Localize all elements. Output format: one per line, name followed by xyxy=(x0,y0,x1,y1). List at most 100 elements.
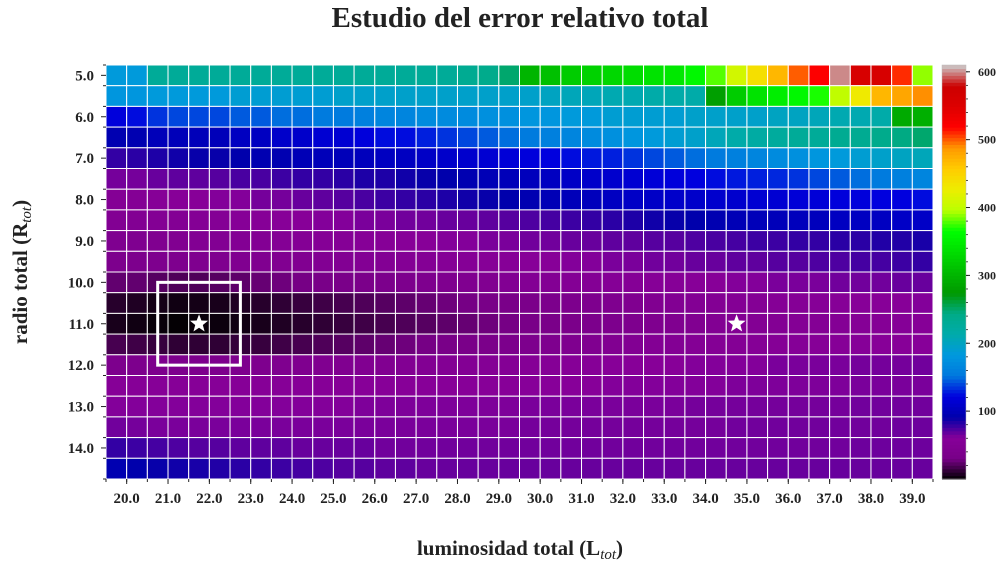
heatmap-cell xyxy=(167,292,190,314)
heatmap-cell xyxy=(498,416,521,439)
heatmap-cell xyxy=(539,271,562,294)
heatmap-cell xyxy=(891,457,913,480)
colorbar-segment xyxy=(942,78,966,83)
heatmap-cell xyxy=(560,333,583,356)
heatmap-cell xyxy=(126,105,148,128)
heatmap-cell xyxy=(312,105,334,128)
colorbar-segment xyxy=(942,234,966,239)
heatmap-cell xyxy=(829,250,851,273)
heatmap-cell xyxy=(684,209,707,232)
heatmap-cell xyxy=(539,437,562,459)
heatmap-cell xyxy=(146,457,169,480)
heatmap-cell xyxy=(353,188,376,211)
heatmap-cell xyxy=(787,105,810,128)
x-tick-label: 29.0 xyxy=(486,491,512,507)
heatmap-cell xyxy=(829,147,851,170)
heatmap-cell xyxy=(767,126,789,149)
heatmap-cell xyxy=(519,147,541,170)
heatmap-cell xyxy=(911,126,934,149)
heatmap-cell xyxy=(188,457,210,480)
heatmap-cell xyxy=(456,168,479,190)
heatmap-cell xyxy=(643,292,665,314)
heatmap-cell xyxy=(870,292,893,314)
colorbar-segment xyxy=(942,413,966,418)
heatmap-cell xyxy=(891,188,913,211)
heatmap-cell xyxy=(394,292,417,314)
colorbar-segment xyxy=(942,399,966,404)
heatmap-cell xyxy=(456,271,479,294)
colorbar-segment xyxy=(942,182,966,187)
heatmap-cell xyxy=(250,437,272,459)
heatmap-cell xyxy=(705,437,727,459)
heatmap-cell xyxy=(787,168,810,190)
heatmap-cell xyxy=(849,437,872,459)
heatmap-cell xyxy=(829,271,851,294)
heatmap-cell xyxy=(394,126,417,149)
heatmap-cell xyxy=(146,105,169,128)
heatmap-cell xyxy=(477,333,500,356)
heatmap-cell xyxy=(394,64,417,87)
heatmap-cell xyxy=(870,230,893,252)
heatmap-cell xyxy=(374,230,396,252)
heatmap-cell xyxy=(829,416,851,439)
heatmap-cell xyxy=(829,333,851,356)
colorbar-segment xyxy=(942,65,966,70)
heatmap-cell xyxy=(705,312,727,335)
heatmap-cell xyxy=(477,292,500,314)
heatmap-cell xyxy=(746,333,769,356)
heatmap-cell xyxy=(312,271,334,294)
heatmap-cell xyxy=(767,85,789,107)
heatmap-cell xyxy=(374,188,396,211)
heatmap-cell xyxy=(746,64,769,87)
colorbar-segment xyxy=(942,199,966,204)
heatmap-cell xyxy=(746,126,769,149)
heatmap-cell xyxy=(849,333,872,356)
heatmap-cell xyxy=(250,395,272,418)
heatmap-cell xyxy=(808,85,831,107)
heatmap-cell xyxy=(415,250,438,273)
heatmap-cell xyxy=(229,64,252,87)
heatmap-cell xyxy=(498,292,521,314)
heatmap-cell xyxy=(849,375,872,397)
heatmap-cell xyxy=(870,312,893,335)
colorbar-segment xyxy=(942,75,966,80)
heatmap-cell xyxy=(126,333,148,356)
heatmap-cell xyxy=(725,292,748,314)
y-tick-label: 14.0 xyxy=(68,441,94,457)
colorbar-segment xyxy=(942,365,966,370)
colorbar-segment xyxy=(942,147,966,152)
heatmap-cell xyxy=(477,416,500,439)
heatmap-cell xyxy=(849,312,872,335)
heatmap-cell xyxy=(560,457,583,480)
heatmap-cell xyxy=(519,209,541,232)
heatmap-cell xyxy=(353,375,376,397)
heatmap-cell xyxy=(456,147,479,170)
heatmap-cell xyxy=(663,333,686,356)
heatmap-cell xyxy=(911,292,934,314)
heatmap-cell xyxy=(250,209,272,232)
heatmap-cell xyxy=(767,271,789,294)
heatmap-cell xyxy=(663,230,686,252)
heatmap-cell xyxy=(829,168,851,190)
heatmap-cell xyxy=(456,437,479,459)
heatmap-cell xyxy=(498,354,521,376)
colorbar-segment xyxy=(942,303,966,308)
heatmap-cell xyxy=(705,64,727,87)
colorbar-segment xyxy=(942,378,966,383)
colorbar-segment xyxy=(942,261,966,266)
heatmap-cell xyxy=(519,395,541,418)
heatmap-cell xyxy=(456,126,479,149)
colorbar-segment xyxy=(942,106,966,111)
heatmap-cell xyxy=(167,209,190,232)
heatmap-cell xyxy=(829,126,851,149)
heatmap-cell xyxy=(705,271,727,294)
colorbar-tick-label: 600 xyxy=(978,65,996,79)
heatmap-cell xyxy=(643,188,665,211)
heatmap-cell xyxy=(270,147,293,170)
heatmap-cell xyxy=(829,395,851,418)
heatmap-cell xyxy=(767,209,789,232)
heatmap-cell xyxy=(911,105,934,128)
heatmap-cell xyxy=(643,416,665,439)
heatmap-cell xyxy=(539,209,562,232)
heatmap-cell xyxy=(560,168,583,190)
